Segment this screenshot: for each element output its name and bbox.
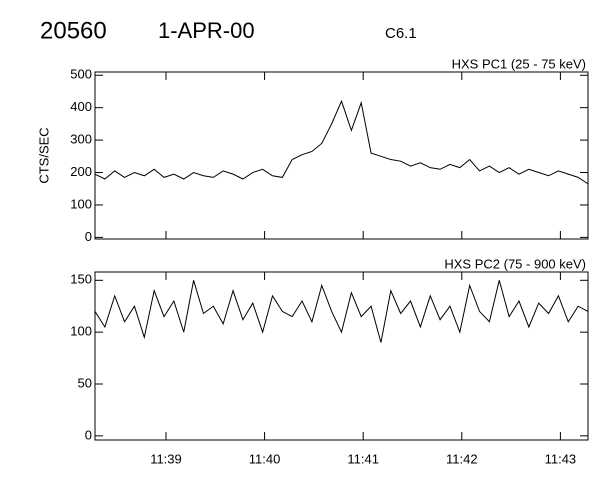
count-rate-trace [94,280,589,343]
y-tick-label: 200 [70,164,92,179]
y-tick-label: 100 [70,324,92,339]
y-tick-label: 300 [70,132,92,147]
y-tick-label: 500 [70,67,92,82]
y-axis-label: CTS/SEC [36,127,51,183]
x-tick-label: 11:40 [249,451,281,466]
plot-frame [94,271,589,441]
x-tick-label: 11:42 [446,451,478,466]
panel-label: HXS PC2 (75 - 900 keV) [444,256,586,271]
y-tick-label: 0 [85,427,92,442]
y-tick-label: 0 [85,229,92,244]
y-tick-label: 150 [70,272,92,287]
count-rate-trace [94,99,589,185]
y-tick-label: 100 [70,196,92,211]
date: 1-APR-00 [158,18,255,43]
y-tick-label: 50 [78,375,92,390]
panel-label: HXS PC1 (25 - 75 keV) [452,56,586,71]
flare-class: C6.1 [385,25,417,42]
event-number: 20560 [40,17,107,44]
y-tick-label: 400 [70,99,92,114]
x-tick-label: 11:43 [545,451,577,466]
x-tick-label: 11:41 [347,451,379,466]
x-tick-label: 11:39 [150,451,182,466]
plot-frame [94,71,589,240]
